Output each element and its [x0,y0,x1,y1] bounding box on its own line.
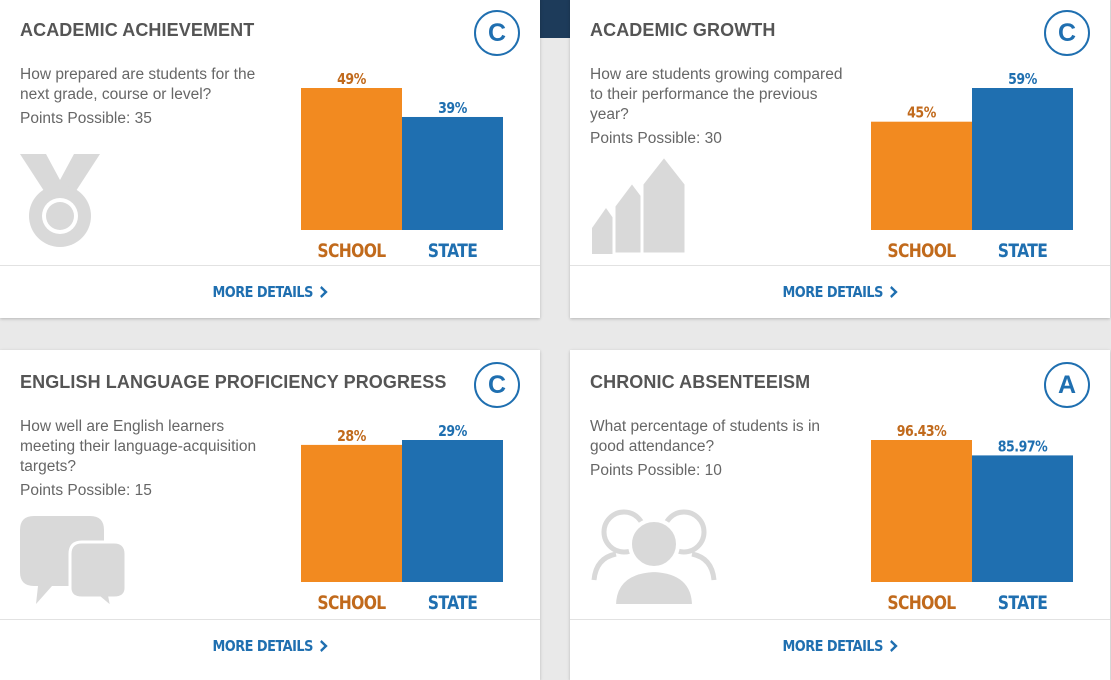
category-label-state: STATE [427,592,478,614]
card-academic-growth: ACADEMIC GROWTH C How are students growi… [570,0,1110,318]
bar-state [972,88,1073,230]
question-text: How are students growing compared to the… [590,66,843,123]
chevron-right-icon [889,640,898,652]
card-chronic-absenteeism: CHRONIC ABSENTEEISM A What percentage of… [570,350,1110,680]
card-footer: MORE DETAILS [570,619,1110,672]
value-label-state: 85.97% [998,438,1048,455]
value-label-school: 45% [907,105,936,122]
value-label-state: 39% [438,100,467,117]
value-label-school: 96.43% [897,423,947,440]
card-footer: MORE DETAILS [0,619,540,672]
chevron-right-icon [319,286,328,298]
bar-school [871,440,972,582]
card-footer: MORE DETAILS [0,265,540,318]
value-label-state: 29% [438,423,467,440]
bar-chart: 96.43% 85.97% SCHOOL STATE [871,402,1073,614]
more-details-link[interactable]: MORE DETAILS [782,637,898,655]
bar-chart: 49% 39% SCHOOL STATE [301,50,503,262]
more-details-label: MORE DETAILS [782,283,883,301]
people-icon [590,504,718,611]
card-title: ENGLISH LANGUAGE PROFICIENCY PROGRESS [20,372,447,392]
card-academic-achievement: ACADEMIC ACHIEVEMENT C How prepared are … [0,0,540,318]
bar-school [871,121,972,230]
card-title: CHRONIC ABSENTEEISM [590,372,811,392]
points-possible: Points Possible: 15 [20,482,152,499]
points-possible: Points Possible: 10 [590,462,722,479]
category-label-state: STATE [997,592,1048,614]
value-label-state: 59% [1008,71,1037,88]
card-question: How well are English learners meeting th… [20,417,280,501]
question-text: How prepared are students for the next g… [20,66,256,103]
grade-badge: C [1044,10,1090,56]
card-english-language-proficiency-progress: ENGLISH LANGUAGE PROFICIENCY PROGRESS C … [0,350,540,680]
category-label-school: SCHOOL [317,240,386,262]
bar-chart: 28% 29% SCHOOL STATE [301,402,503,614]
category-label-school: SCHOOL [887,240,956,262]
top-navigation-bar-edge [540,0,570,38]
more-details-label: MORE DETAILS [212,283,313,301]
card-question: How prepared are students for the next g… [20,65,280,129]
more-details-label: MORE DETAILS [782,637,883,655]
card-question: What percentage of students is in good a… [590,417,850,481]
medal-icon [20,154,100,259]
category-label-school: SCHOOL [317,592,386,614]
value-label-school: 28% [337,428,366,445]
more-details-link[interactable]: MORE DETAILS [212,637,328,655]
category-label-state: STATE [997,240,1048,262]
chevron-right-icon [889,286,898,298]
card-footer: MORE DETAILS [570,265,1110,318]
bar-state [972,455,1073,582]
grade-badge: C [474,10,520,56]
category-label-state: STATE [427,240,478,262]
bar-chart: 45% 59% SCHOOL STATE [871,50,1073,262]
bar-state [402,116,503,230]
points-possible: Points Possible: 30 [590,130,722,147]
card-question: How are students growing compared to the… [590,65,850,149]
card-title: ACADEMIC ACHIEVEMENT [20,20,255,40]
bar-school [301,444,402,582]
bar-state [402,440,503,582]
question-text: What percentage of students is in good a… [590,418,821,455]
growth-arrows-icon [590,153,690,259]
category-label-school: SCHOOL [887,592,956,614]
more-details-link[interactable]: MORE DETAILS [212,283,328,301]
points-possible: Points Possible: 35 [20,110,152,127]
grade-badge: A [1044,362,1090,408]
bar-school [301,88,402,230]
speech-bubbles-icon [20,516,128,612]
value-label-school: 49% [337,71,366,88]
more-details-label: MORE DETAILS [212,637,313,655]
grade-badge: C [474,362,520,408]
question-text: How well are English learners meeting th… [20,418,257,475]
chevron-right-icon [319,640,328,652]
card-title: ACADEMIC GROWTH [590,20,776,40]
more-details-link[interactable]: MORE DETAILS [782,283,898,301]
